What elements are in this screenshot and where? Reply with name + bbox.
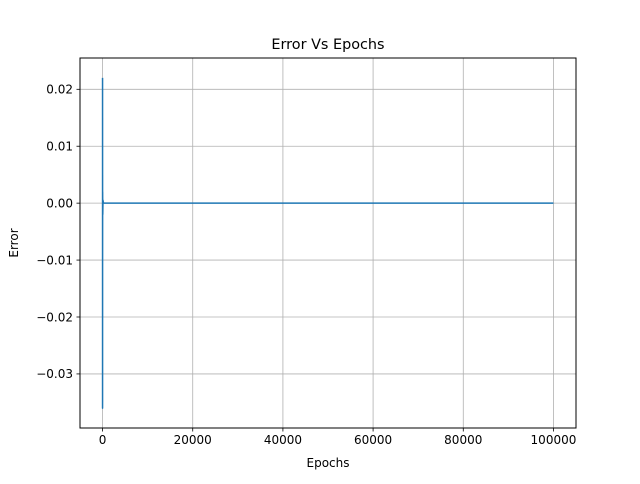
y-tick-label: 0.02 [46,83,73,97]
axis-ticks: 0 20000 40000 60000 80000 100000 0.02 0.01 0.00 −… [36,83,576,447]
y-tick-label: 0.01 [46,140,73,154]
x-tick-label: 80000 [444,433,482,447]
y-tick-label: −0.02 [36,310,73,324]
x-tick-label: 60000 [354,433,392,447]
x-tick-label: 100000 [531,433,577,447]
plot-area-frame [79,57,577,429]
error-series-line [101,77,554,409]
y-tick-label: −0.01 [36,253,73,267]
x-axis-label: Epochs [307,456,350,470]
x-tick-label: 20000 [174,433,212,447]
y-tick-label: 0.00 [46,196,73,210]
y-axis-label: Error [7,228,21,257]
x-tick-label: 40000 [264,433,302,447]
series-lines [101,77,554,409]
chart-title: Error Vs Epochs [271,37,384,53]
y-tick-label: −0.03 [36,367,73,381]
x-tick-label: 0 [99,433,107,447]
